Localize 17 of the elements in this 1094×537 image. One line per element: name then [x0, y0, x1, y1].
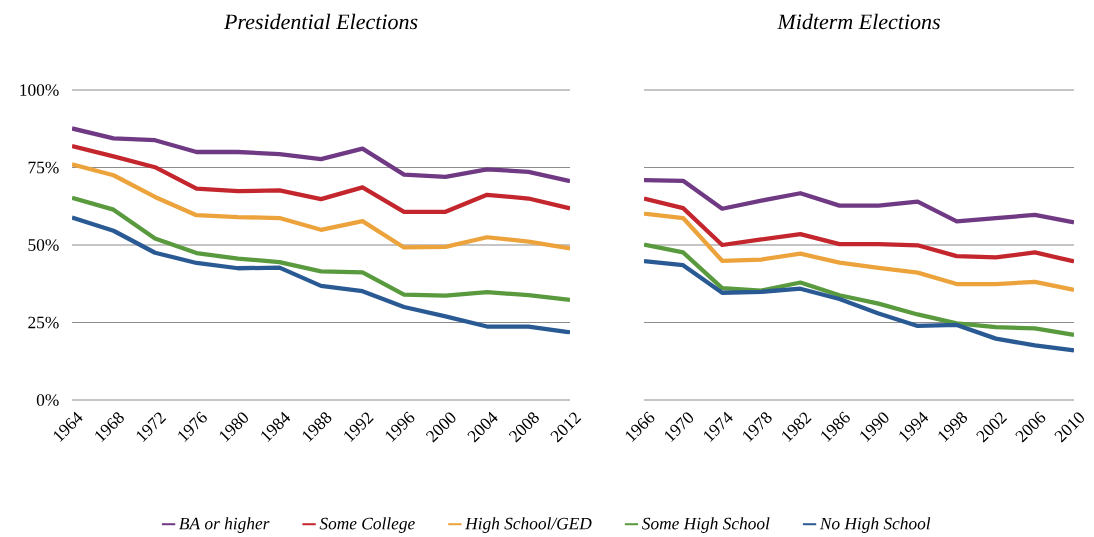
y-tick-label: 100% — [20, 84, 59, 97]
y-tick-label: 50% — [28, 239, 59, 252]
line-series — [72, 162, 571, 251]
line-series — [72, 126, 571, 184]
line-series — [72, 195, 571, 303]
y-tick-label: 25% — [28, 316, 59, 329]
y-tick-label: 75% — [28, 161, 59, 174]
legend-label: High School/GED — [465, 517, 592, 534]
legend-label: Some College — [319, 517, 415, 534]
line-series — [72, 215, 571, 335]
legend-label: No High School — [819, 517, 931, 534]
chart-title: Midterm Elections — [777, 14, 940, 30]
y-tick-label: 0% — [36, 394, 59, 407]
legend-label: BA or higher — [179, 517, 270, 534]
line-series — [72, 144, 571, 215]
chart-title: Presidential Elections — [223, 14, 418, 30]
legend-label: Some High School — [642, 517, 770, 534]
